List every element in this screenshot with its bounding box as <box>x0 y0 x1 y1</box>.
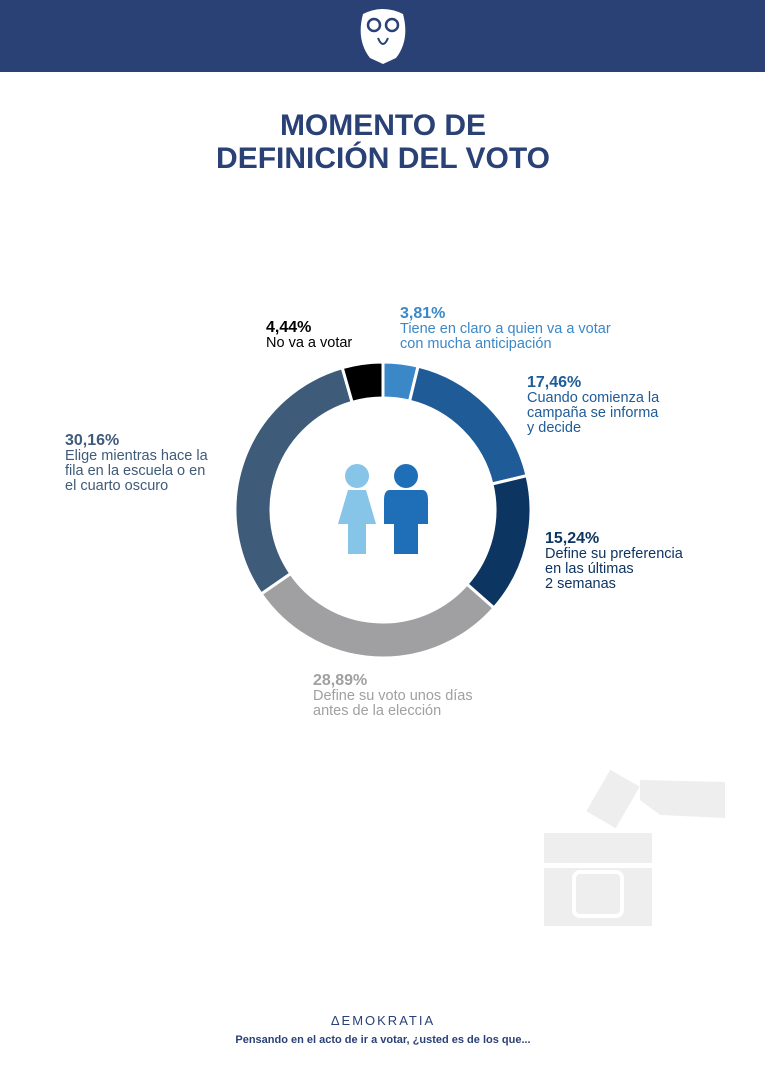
value-label: 3,81% <box>400 305 445 322</box>
segment-label: Tiene en claro a quien va a votar <box>400 321 611 337</box>
segment-label: fila en la escuela o en <box>65 463 205 479</box>
segment-label: campaña se informa <box>527 405 659 421</box>
value-label: 30,16% <box>65 432 119 449</box>
ballot-box-icon <box>544 769 725 926</box>
footnote: Pensando en el acto de ir a votar, ¿uste… <box>235 1034 530 1046</box>
segment-label: No va a votar <box>266 335 352 351</box>
segment-label: antes de la elección <box>313 703 441 719</box>
value-label: 4,44% <box>266 319 311 336</box>
segment-label: con mucha anticipación <box>400 336 552 352</box>
title-line: MOMENTO DE <box>280 109 486 142</box>
brand: ΔEMOKRATIA <box>331 1013 435 1028</box>
segment-label: Elige mientras hace la <box>65 448 209 464</box>
segment-label: en las últimas <box>545 561 634 577</box>
donut-segment <box>259 571 497 660</box>
donut-segment <box>340 360 385 405</box>
value-label: 17,46% <box>527 374 581 391</box>
donut-segment <box>464 473 533 611</box>
donut-segment <box>407 364 529 486</box>
value-label: 28,89% <box>313 672 367 689</box>
segment-label: Define su voto unos días <box>313 688 473 704</box>
value-label: 15,24% <box>545 530 599 547</box>
segment-label: Cuando comienza la <box>527 390 660 406</box>
segment-label: 2 semanas <box>545 576 616 592</box>
owl-logo <box>360 9 406 64</box>
donut-chart <box>233 360 533 660</box>
segment-label: y decide <box>527 420 581 436</box>
donut-segment <box>233 365 355 597</box>
segment-label: el cuarto oscuro <box>65 478 168 494</box>
people-icon <box>338 464 428 554</box>
segment-label: Define su preferencia <box>545 546 684 562</box>
title-line: DEFINICIÓN DEL VOTO <box>216 141 550 175</box>
